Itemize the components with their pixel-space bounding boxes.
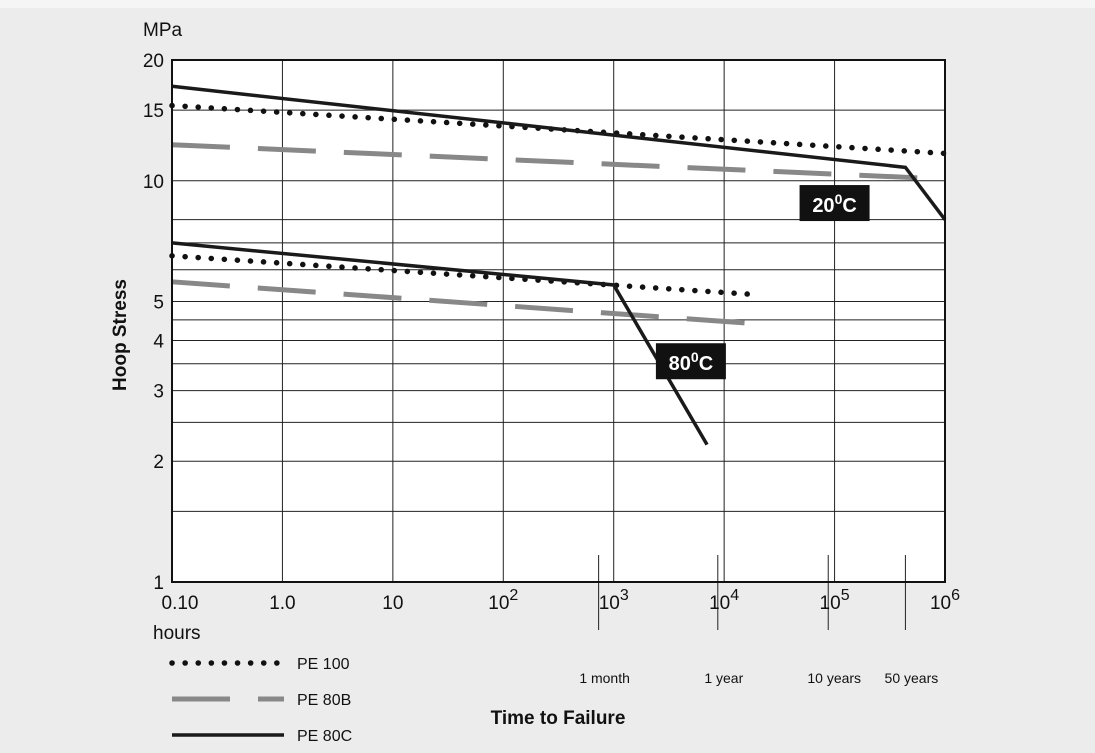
legend-label: PE 100 [297,656,350,673]
temperature-label: 200C [812,191,857,217]
y-tick-label: 3 [153,382,164,403]
time-markers: 1 month 1 year 10 years 50 years [579,555,938,686]
x-tick-label: 1.0 [269,593,295,614]
temperature-label-box [799,185,870,222]
temperature-labels: 200C 800C [655,185,870,380]
x-tick-label: 10 [382,593,403,614]
legend-label: PE 80C [297,728,352,745]
x-tick-label: 104 [709,587,739,614]
x-tick-label: 103 [599,587,629,614]
legend-label: PE 80B [297,692,351,709]
time-marker-label: 1 month [579,670,630,686]
x-tick-labels: 0.10 1.0 10 102 103 104 105 106 [162,587,961,614]
y-tick-label: 1 [153,573,164,594]
x-axis-title: Time to Failure [491,708,626,729]
legend: PE 100 PE 80B PE 80C [169,656,352,745]
y-unit-label: MPa [143,20,183,41]
y-tick-label: 5 [153,293,164,314]
y-tick-label: 20 [143,51,164,72]
temperature-label: 800C [669,349,714,375]
x-unit-label: hours [153,623,201,644]
y-tick-label: 15 [143,101,164,122]
y-tick-label: 10 [143,172,164,193]
temperature-label-box [655,343,726,380]
time-marker-label: 50 years [885,670,939,686]
series-line [171,84,947,221]
top-strip [0,0,1095,8]
x-tick-label: 105 [820,587,850,614]
x-tick-label: 102 [488,587,518,614]
plot-area [172,60,945,582]
plot-frame [171,59,946,583]
y-tick-labels: 1 2 3 4 5 10 15 20 [143,51,165,594]
series-lines [169,84,948,446]
time-marker-label: 1 year [704,670,743,686]
y-tick-label: 4 [153,331,164,352]
time-marker-label: 10 years [807,670,861,686]
series-line [171,241,709,446]
series-line [171,279,758,327]
x-tick-label: 0.10 [162,593,199,614]
y-tick-label: 2 [153,452,164,473]
series-line [171,142,946,182]
series-line [169,102,948,157]
y-axis-title: Hoop Stress [110,279,131,391]
x-tick-label: 106 [930,587,960,614]
